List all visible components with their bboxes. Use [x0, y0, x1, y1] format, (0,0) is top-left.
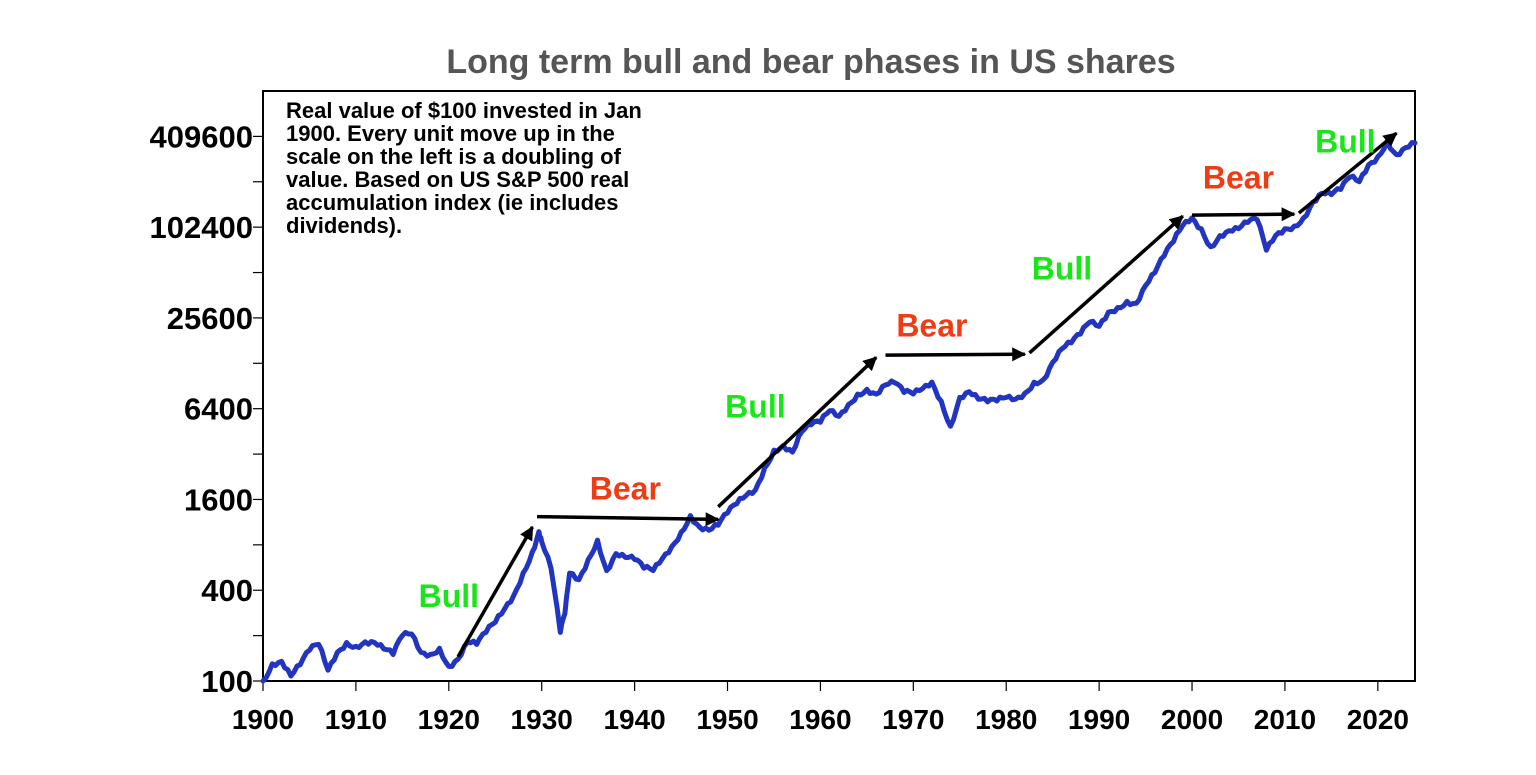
phase-label: Bear — [1203, 159, 1274, 195]
x-tick-label: 2020 — [1347, 704, 1409, 735]
phase-label: Bull — [725, 388, 785, 424]
phase-label: Bull — [419, 578, 479, 614]
x-tick-label: 1950 — [696, 704, 758, 735]
chart-annotation: Real value of $100 invested in Jan1900. … — [286, 98, 642, 238]
annotation-line: scale on the left is a doubling of — [286, 144, 622, 169]
phase-label: Bear — [896, 307, 967, 343]
phase-arrow — [1192, 207, 1296, 222]
x-tick-label: 1900 — [232, 704, 294, 735]
x-tick-label: 2000 — [1161, 704, 1223, 735]
y-tick-label: 409600 — [150, 119, 253, 154]
y-tick-label: 100 — [201, 664, 253, 699]
y-axis: 100 400 1600 6400 25600 102400 409600 — [150, 119, 263, 699]
x-tick-label: 1970 — [882, 704, 944, 735]
annotation-line: Real value of $100 invested in Jan — [286, 98, 642, 123]
annotation-line: value. Based on US S&P 500 real — [286, 167, 629, 192]
phase-arrow — [1297, 131, 1398, 215]
x-tick-label: 1910 — [325, 704, 387, 735]
annotation-line: dividends). — [286, 213, 402, 238]
phase-arrow — [537, 512, 720, 527]
phase-layer: Bull Bear Bull Bear Bull Bear Bull — [419, 124, 1398, 658]
phase-arrow — [717, 356, 878, 509]
annotation-line: accumulation index (ie includes — [286, 190, 619, 215]
y-tick-label: 400 — [201, 573, 253, 608]
series-layer — [260, 138, 1418, 684]
x-tick-label: 1940 — [603, 704, 665, 735]
x-tick-label: 1990 — [1068, 704, 1130, 735]
series-line — [260, 138, 1418, 684]
phase-arrow — [456, 525, 534, 658]
x-tick-label: 1960 — [789, 704, 851, 735]
y-tick-label: 25600 — [167, 301, 253, 336]
y-tick-label: 6400 — [184, 392, 253, 427]
x-tick-label: 1920 — [418, 704, 480, 735]
x-axis: 1900 1910 1920 1930 1940 1950 1960 1970 1980 1990… — [232, 681, 1409, 735]
plot-frame — [262, 90, 1416, 682]
x-tick-label: 2010 — [1254, 704, 1316, 735]
phase-arrow — [885, 347, 1027, 362]
x-tick-label: 1930 — [511, 704, 573, 735]
phase-arrow — [1028, 214, 1184, 355]
phase-label: Bear — [590, 470, 661, 506]
annotation-line: 1900. Every unit move up in the — [286, 121, 615, 146]
y-tick-label: 102400 — [150, 210, 253, 245]
phase-label: Bull — [1315, 124, 1375, 160]
chart-title: Long term bull and bear phases in US sha… — [446, 43, 1175, 81]
y-tick-label: 1600 — [184, 482, 253, 517]
phase-label: Bull — [1032, 251, 1092, 287]
x-tick-label: 1980 — [975, 704, 1037, 735]
